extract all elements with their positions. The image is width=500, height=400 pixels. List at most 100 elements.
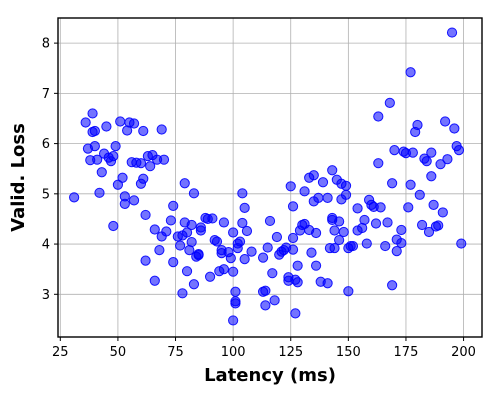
scatter-point bbox=[340, 180, 352, 191]
scatter-point bbox=[446, 27, 458, 38]
x-tick-label: 25 bbox=[52, 345, 69, 360]
scatter-point bbox=[228, 266, 239, 277]
scatter-point bbox=[230, 286, 241, 297]
scatter-point bbox=[115, 116, 126, 127]
scatter-point bbox=[179, 178, 190, 189]
scatter-point bbox=[334, 234, 345, 246]
x-tick-label: 50 bbox=[110, 345, 127, 360]
scatter-point bbox=[387, 178, 398, 189]
scatter-point bbox=[453, 145, 465, 156]
scatter-point bbox=[412, 119, 423, 131]
scatter-point bbox=[389, 145, 400, 156]
scatter-point bbox=[128, 195, 140, 206]
scatter-point bbox=[239, 202, 250, 213]
x-tick-label: 100 bbox=[221, 345, 246, 360]
scatter-point bbox=[442, 154, 453, 165]
scatter-point bbox=[308, 170, 319, 181]
x-tick-label: 175 bbox=[394, 345, 419, 360]
scatter-point bbox=[158, 154, 170, 165]
scatter-point bbox=[310, 260, 322, 271]
scatter-point bbox=[264, 215, 276, 227]
scatter-point bbox=[396, 224, 407, 236]
scatter-point bbox=[373, 158, 384, 169]
scatter-point bbox=[89, 125, 100, 137]
scatter-point bbox=[175, 240, 186, 251]
scatter-point bbox=[375, 202, 386, 213]
scatter-point bbox=[387, 280, 398, 291]
scatter-point bbox=[426, 147, 437, 158]
scatter-point bbox=[414, 189, 425, 200]
scatter-point bbox=[89, 141, 100, 152]
scatter-point bbox=[269, 295, 280, 306]
scatter-point bbox=[149, 224, 160, 235]
scatter-point bbox=[391, 245, 402, 257]
data-points bbox=[69, 27, 467, 326]
scatter-point bbox=[239, 254, 250, 265]
scatter-point bbox=[108, 151, 119, 162]
scatter-point bbox=[110, 141, 121, 152]
scatter-point bbox=[352, 203, 363, 214]
scatter-point bbox=[140, 255, 151, 266]
scatter-point bbox=[421, 156, 432, 167]
scatter-point bbox=[188, 279, 200, 290]
scatter-point bbox=[338, 226, 349, 238]
scatter-point bbox=[218, 264, 230, 275]
scatter-point bbox=[343, 286, 354, 297]
scatter-point bbox=[287, 244, 299, 255]
scatter-point bbox=[285, 181, 296, 192]
scatter-point bbox=[246, 246, 257, 257]
scatter-point bbox=[69, 192, 80, 203]
scatter-point bbox=[416, 219, 428, 231]
scatter-point bbox=[271, 231, 283, 243]
scatter-point bbox=[80, 117, 91, 128]
scatter-point bbox=[292, 277, 303, 288]
x-tick-label: 75 bbox=[167, 345, 184, 360]
scatter-point bbox=[138, 173, 149, 184]
scatter-point bbox=[237, 217, 248, 229]
scatter-point bbox=[428, 199, 439, 210]
scatter-point bbox=[405, 67, 416, 78]
scatter-point bbox=[433, 220, 444, 231]
scatter-point bbox=[456, 238, 467, 249]
scatter-point bbox=[327, 165, 338, 176]
scatter-point bbox=[322, 192, 333, 203]
scatter-point bbox=[373, 111, 384, 122]
scatter-point bbox=[96, 167, 107, 178]
scatter-point bbox=[313, 192, 324, 203]
y-tick-label: 6 bbox=[42, 137, 50, 152]
scatter-point bbox=[108, 220, 119, 232]
scatter-point bbox=[228, 315, 239, 326]
scatter-point bbox=[228, 227, 239, 238]
scatter-point bbox=[396, 237, 407, 249]
scatter-point bbox=[287, 232, 299, 244]
scatter-point bbox=[407, 147, 418, 158]
x-axis-label: Latency (ms) bbox=[204, 365, 336, 386]
scatter-point bbox=[149, 275, 160, 286]
scatter-point bbox=[329, 242, 340, 254]
y-axis-label: Valid. Loss bbox=[8, 123, 29, 232]
scatter-point bbox=[211, 236, 223, 247]
scatter-point bbox=[165, 215, 177, 226]
scatter-point bbox=[329, 225, 340, 236]
scatter-point bbox=[154, 244, 165, 256]
y-tick-label: 5 bbox=[42, 187, 50, 202]
scatter-point bbox=[260, 285, 271, 296]
scatter-point bbox=[101, 121, 112, 132]
scatter-point bbox=[138, 125, 149, 137]
scatter-point bbox=[287, 201, 299, 212]
scatter-point bbox=[135, 158, 147, 169]
y-axis-ticks: 3 4 5 6 7 8 bbox=[42, 37, 58, 303]
y-tick-label: 4 bbox=[42, 238, 50, 253]
scatter-point bbox=[140, 209, 151, 221]
scatter-point bbox=[168, 200, 179, 211]
scatter-point bbox=[292, 260, 303, 271]
scatter-point bbox=[186, 236, 197, 248]
x-axis-ticks: 25 50 75 100 125 150 175 200 bbox=[52, 337, 476, 360]
scatter-point bbox=[267, 268, 278, 279]
scatter-point bbox=[168, 257, 179, 268]
x-tick-label: 125 bbox=[278, 345, 303, 360]
scatter-point bbox=[423, 226, 435, 238]
scatter-point bbox=[449, 123, 460, 134]
scatter-point bbox=[237, 188, 248, 199]
